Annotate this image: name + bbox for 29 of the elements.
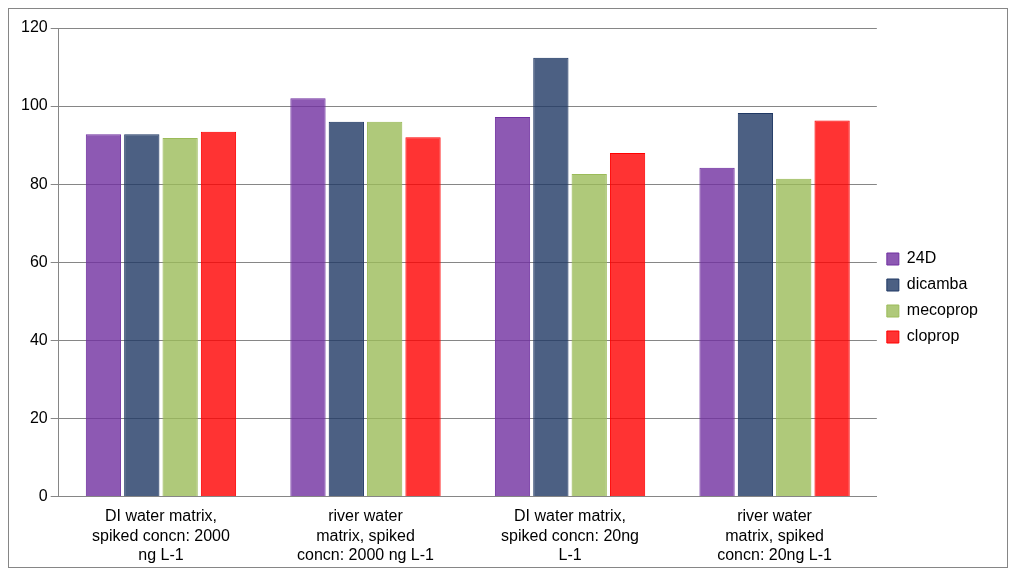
bar: [85, 134, 122, 496]
x-tick-label: DI water matrix, spiked concn: 20ng L-1: [501, 507, 639, 563]
bar: [201, 132, 236, 496]
y-tick-label: 60: [29, 252, 48, 270]
bar: [737, 113, 774, 496]
legend-label: dicamba: [906, 275, 968, 293]
x-tick-label: river water matrix, spiked concn: 2000 ng L-1: [297, 507, 435, 563]
x-tick-label: DI water matrix, spiked concn: 2000 ng L-1: [92, 507, 230, 563]
y-tick-label: 80: [29, 174, 48, 192]
bar: [328, 121, 364, 496]
bar: [367, 121, 403, 496]
y-tick-label: 20: [29, 408, 48, 426]
y-tick-label: 0: [38, 486, 48, 504]
legend-label: 24D: [906, 249, 937, 267]
bar: [406, 138, 440, 496]
y-tick-label: 40: [29, 330, 48, 348]
legend-label: mecoprop: [906, 301, 979, 319]
x-tick-label: river water matrix, spiked concn: 20ng L-1: [717, 507, 833, 563]
y-tick-label: 100: [20, 96, 48, 114]
bar: [777, 179, 811, 496]
bar: [815, 121, 849, 496]
bar: [163, 139, 197, 496]
y-tick-label: 120: [20, 18, 48, 36]
bar: [494, 117, 531, 496]
bar: [572, 174, 606, 496]
bar: [699, 167, 735, 496]
bar: [534, 58, 568, 496]
legend-label: cloprop: [906, 327, 960, 345]
bar: [125, 135, 159, 496]
